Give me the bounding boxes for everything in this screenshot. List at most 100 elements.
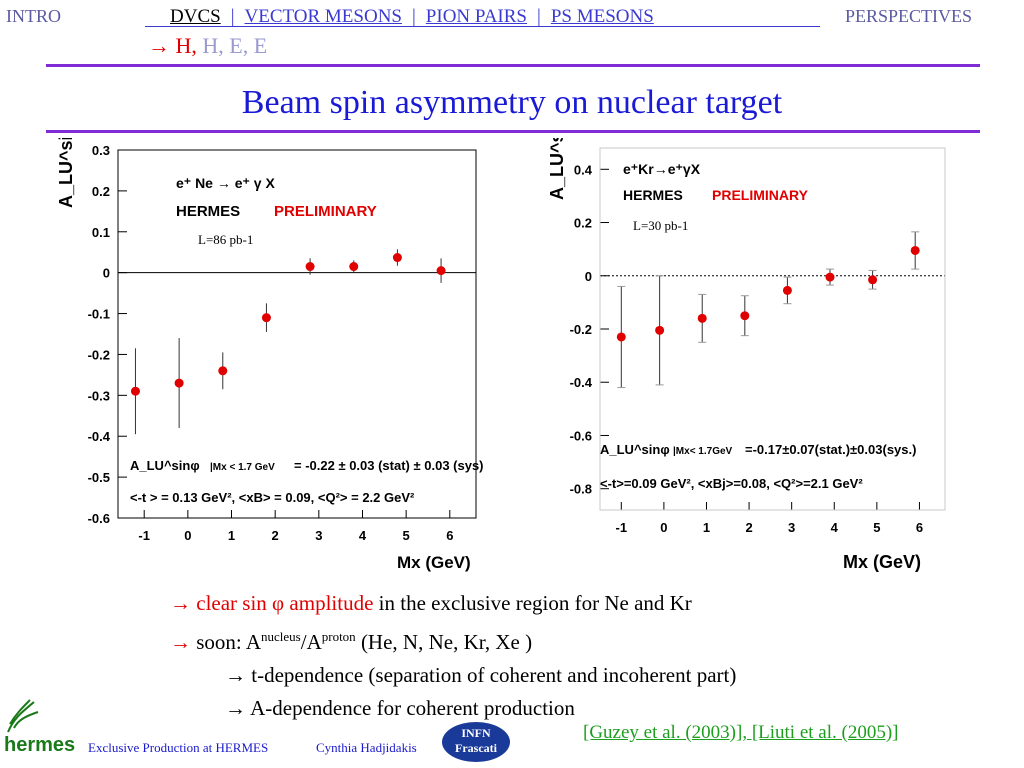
result-value: = -0.22 ± 0.03 (stat) ± 0.03 (sys) [294,458,484,473]
y-axis-label: A_LU^sinφ [547,138,567,200]
nav-subline: → H, H, E, E [148,33,267,59]
references: [Guzey et al. (2003)], [Liuti et al. (20… [583,722,899,743]
data-point [616,332,626,342]
experiment-label: HERMES [623,187,683,203]
hermes-bird-icon [7,699,39,733]
data-points [118,249,476,435]
y-tick-label: 0.2 [574,216,592,231]
y-tick-label: -0.3 [88,388,110,403]
x-tick-label: 4 [359,528,367,543]
data-point [392,253,402,263]
bullet-text: soon: A [196,630,262,654]
nav-item-ps-mesons[interactable]: PS MESONS [550,6,654,27]
result-value: =-0.17±0.07(stat.)±0.03(sys.) [745,442,916,457]
y-tick-label: -0.4 [570,375,593,390]
y-axis-label: A_LU^sinφ [56,138,76,208]
data-point [174,378,184,388]
plot-frame [599,147,946,511]
bullet-1: → clear sin φ amplitude in the exclusive… [170,587,736,620]
data-point [436,266,446,276]
x-tick-label: 5 [403,528,410,543]
nav-item-vector-mesons[interactable]: VECTOR MESONS [244,6,402,27]
nav-item-dvcs[interactable]: DVCS [170,6,221,27]
chart-background [545,138,965,580]
bullet-sup: nucleus [261,629,301,644]
data-points [600,231,945,389]
y-tick-label: -0.6 [88,511,110,526]
result-mx-cut: |Mx< 1.7GeV [673,446,733,457]
luminosity-label: L=30 pb-1 [633,218,688,233]
nav-bar: DVCS | VECTOR MESONS | PION PAIRS | PS MESONS [170,6,654,28]
y-tick-label: -0.4 [88,429,111,444]
nav-item-pion-pairs[interactable]: PION PAIRS [425,6,527,27]
preliminary-label: PRELIMINARY [274,203,377,220]
header-divider-top [46,64,980,67]
nav-separator: | [537,6,541,27]
x-tick-labels: -1 0 1 2 3 4 5 6 [138,510,453,543]
y-tick-label: -0.6 [570,428,592,443]
result-mx-cut: |Mx < 1.7 GeV [210,462,275,473]
y-tick-label: -0.8 [570,482,592,497]
x-tick-label: 1 [703,520,710,535]
y-tick-label: 0.2 [92,184,110,199]
infn-logo-bottom: Frascati [455,741,497,755]
nav-sub-rest: H, E, E [202,33,268,58]
nav-intro[interactable]: INTRO [6,6,61,26]
data-point [218,366,228,376]
x-tick-label: 6 [446,528,453,543]
x-tick-label: 6 [916,520,923,535]
nav-sub-arrow: → H, [148,33,197,58]
chart-krypton: -1 0 1 2 3 4 5 6 0.4 0.2 0 -0.2 -0.4 -0.6 -0.8 A_LU^s… [545,138,965,580]
data-point [868,275,878,285]
x-axis-label: Mx (GeV) [843,552,921,572]
header-divider-bottom [46,130,980,133]
x-tick-label: 2 [272,528,279,543]
data-point [825,272,835,282]
y-tick-label: 0.4 [574,162,593,177]
bullet-arrow: → [170,591,191,615]
x-tick-label: -1 [138,528,150,543]
y-tick-label: 0.1 [92,225,110,240]
y-tick-label: -0.1 [88,307,110,322]
footer-author: Cynthia Hadjidakis [316,740,417,755]
x-tick-label: 0 [184,528,191,543]
page-title: Beam spin asymmetry on nuclear target [241,84,783,121]
nav-underline [145,26,820,27]
data-point [910,245,920,255]
y-tick-labels: 0.3 0.2 0.1 0 -0.1 -0.2 -0.3 -0.4 -0.5 -0.6 [88,143,127,526]
nav-separator: | [411,6,416,27]
data-point [740,311,750,321]
y-tick-label: -0.2 [88,347,110,362]
x-tick-label: -1 [616,520,628,535]
result-asym-symbol: A_LU^sinφ [600,442,670,457]
result-asym-symbol: A_LU^sinφ [130,458,200,473]
nav-perspectives[interactable]: PERSPECTIVES [845,6,973,26]
chart-neon: -1 0 1 2 3 4 5 6 0.3 0.2 0.1 0 -0.1 -0.2 -0.3 -0.4 -0.5… [42,138,492,580]
y-tick-label: 0 [585,269,592,284]
bullet-highlight: clear sin φ amplitude [196,591,374,615]
reaction-label: e⁺ Ne → e⁺ γ X [176,175,275,191]
bullet-text: (He, N, Ne, Kr, Xe ) [360,630,533,654]
data-point [782,285,792,295]
bullet-arrow: → [170,630,191,654]
data-point [305,262,315,272]
plot-frame [117,149,477,519]
x-tick-label: 4 [831,520,839,535]
preliminary-label: PRELIMINARY [712,187,809,203]
bullet-list: → clear sin φ amplitude in the exclusive… [170,587,736,725]
bullet-2: → soon: Anucleus/Aproton (He, N, Ne, Kr,… [170,620,736,659]
experiment-label: HERMES [176,203,240,220]
bullet-3: → t-dependence (separation of coherent a… [225,663,737,687]
y-tick-labels: 0.4 0.2 0 -0.2 -0.4 -0.6 -0.8 [570,162,609,497]
data-point [349,262,359,272]
data-point [655,325,665,335]
infn-logo-top: INFN [461,726,491,740]
data-point [261,313,271,323]
y-tick-label: 0.3 [92,143,110,158]
bullet-text: in the exclusive region for Ne and Kr [378,591,692,615]
hermes-logo: hermes [4,734,76,756]
luminosity-label: L=86 pb-1 [198,232,253,247]
chart-background [42,138,492,580]
x-tick-label: 3 [788,520,795,535]
bullet-text: /A [300,630,322,654]
